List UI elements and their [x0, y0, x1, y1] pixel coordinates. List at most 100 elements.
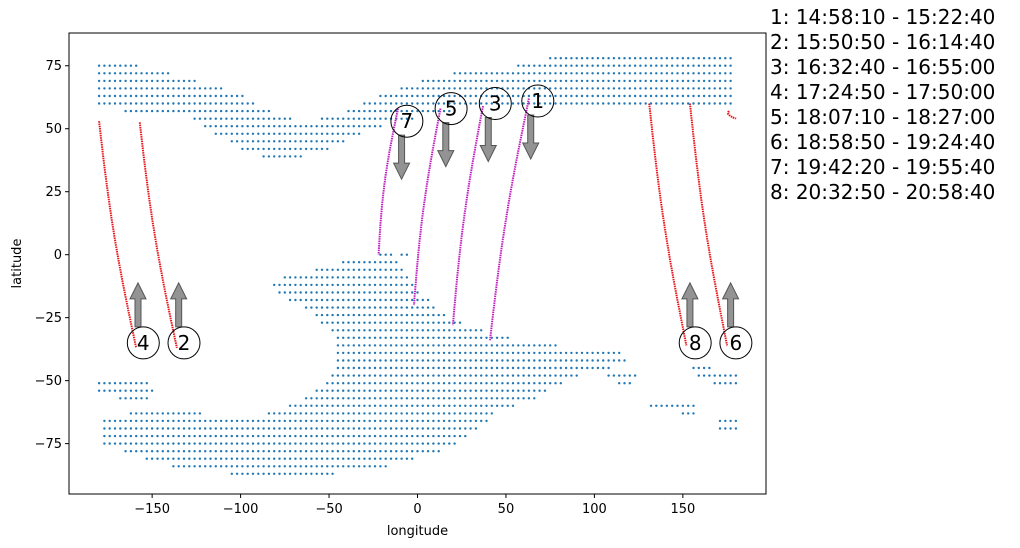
land-dot: [373, 374, 377, 377]
land-dot: [602, 359, 605, 362]
land-dot: [432, 94, 435, 98]
land-dot: [273, 457, 276, 460]
land-dot: [453, 442, 456, 445]
land-dot: [235, 117, 239, 120]
land-dot: [411, 94, 414, 98]
land-dot: [586, 57, 589, 60]
land-dot: [671, 79, 674, 83]
land-dot: [421, 313, 424, 317]
land-dot: [299, 427, 302, 430]
marker-number: 8: [689, 331, 702, 355]
land-dot: [193, 94, 196, 98]
land-dot: [363, 419, 366, 423]
land-dot: [336, 298, 340, 302]
land-dot: [687, 87, 690, 90]
land-dot: [283, 450, 286, 453]
land-dot: [331, 412, 334, 415]
land-dot: [373, 465, 377, 468]
land-dot: [357, 306, 361, 309]
land-dot: [288, 298, 292, 302]
land-dot: [166, 79, 170, 83]
land-dot: [246, 132, 249, 135]
land-dot: [294, 140, 297, 143]
land-dot: [235, 442, 239, 445]
marker-number: 1: [531, 89, 544, 113]
land-dot: [448, 94, 451, 98]
land-dot: [628, 64, 631, 67]
land-dot: [336, 140, 340, 143]
track-marker: 3: [478, 87, 512, 163]
land-dot: [379, 283, 382, 287]
land-dot: [299, 434, 302, 438]
land-dot: [692, 87, 695, 90]
land-dot: [204, 87, 207, 90]
land-dot: [246, 147, 249, 151]
land-dot: [575, 366, 578, 370]
land-dot: [161, 450, 164, 453]
land-dot: [209, 427, 212, 430]
land-dot: [357, 404, 361, 407]
land-dot: [278, 155, 281, 158]
land-dot: [687, 72, 690, 75]
land-dot: [267, 140, 271, 143]
land-dot: [342, 329, 345, 332]
land-dot: [395, 397, 398, 400]
land-dot: [299, 291, 302, 294]
land-dot: [416, 419, 419, 423]
land-dot: [315, 419, 318, 423]
land-dot: [405, 359, 409, 362]
land-dot: [368, 283, 371, 287]
land-dot: [347, 283, 350, 287]
land-dot: [400, 321, 403, 324]
land-dot: [267, 155, 271, 158]
land-dot: [421, 442, 424, 445]
land-dot: [527, 94, 531, 98]
land-dot: [241, 427, 244, 430]
land-dot: [368, 351, 371, 355]
land-dot: [474, 404, 478, 407]
land-dot: [389, 261, 393, 264]
land-dot: [538, 359, 541, 362]
land-dot: [724, 79, 727, 83]
land-dot: [554, 64, 557, 67]
land-dot: [453, 79, 456, 83]
land-dot: [612, 359, 616, 362]
land-dot: [304, 291, 308, 294]
land-dot: [273, 450, 276, 453]
land-dot: [485, 87, 488, 90]
land-dot: [485, 382, 488, 385]
land-dot: [426, 109, 430, 113]
land-dot: [554, 57, 557, 60]
land-dot: [273, 427, 276, 430]
land-dot: [326, 465, 329, 468]
land-dot: [458, 72, 462, 75]
land-dot: [384, 283, 387, 287]
land-dot: [326, 276, 329, 279]
land-dot: [448, 404, 451, 407]
land-dot: [246, 427, 249, 430]
land-dot: [363, 374, 366, 377]
land-dot: [458, 321, 462, 324]
land-dot: [283, 434, 286, 438]
land-dot: [469, 351, 472, 355]
land-dot: [628, 94, 631, 98]
land-dot: [209, 94, 212, 98]
land-dot: [288, 132, 292, 135]
land-dot: [480, 102, 483, 105]
land-dot: [357, 351, 361, 355]
land-dot: [469, 336, 472, 339]
land-dot: [495, 72, 499, 75]
land-dot: [432, 382, 435, 385]
land-dot: [697, 102, 700, 105]
land-dot: [549, 102, 552, 105]
land-dot: [570, 72, 573, 75]
land-dot: [209, 434, 212, 438]
land-dot: [469, 344, 472, 347]
land-dot: [209, 442, 212, 445]
land-dot: [681, 87, 685, 90]
land-dot: [618, 87, 621, 90]
land-dot: [373, 389, 377, 392]
land-dot: [310, 412, 313, 415]
land-dot: [681, 412, 685, 415]
land-dot: [533, 389, 536, 392]
